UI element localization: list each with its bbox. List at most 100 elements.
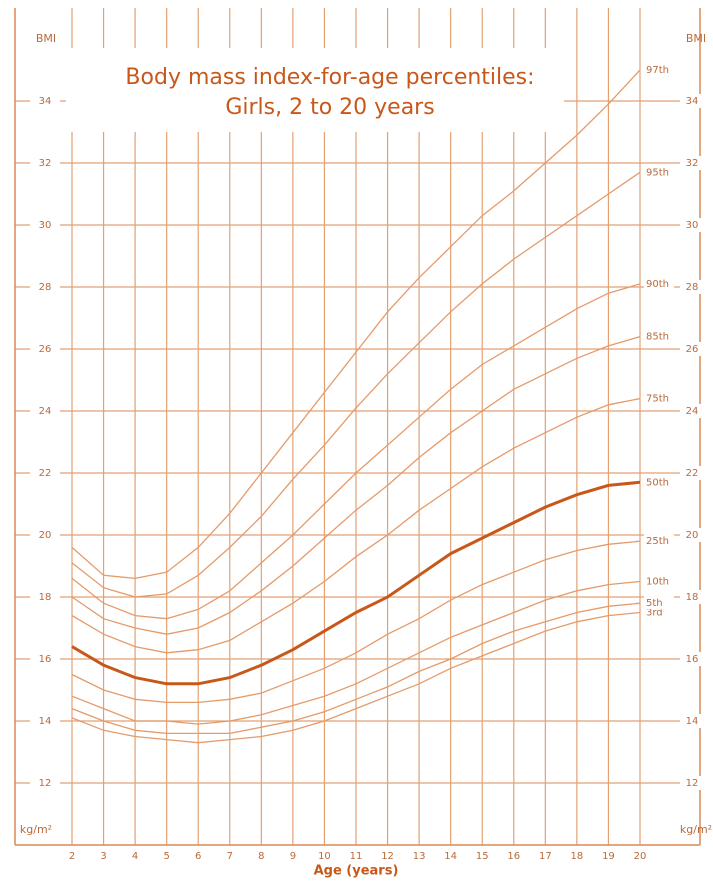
percentile-line: [71, 283, 641, 620]
series-label: 85th: [646, 332, 669, 343]
y-tick-label: 30: [39, 220, 52, 231]
tick-label-bg: [680, 466, 704, 480]
x-tick-label: 9: [290, 851, 296, 862]
percentile-line: [71, 69, 641, 580]
tick-label-bg: [680, 218, 704, 232]
x-tick-label: 13: [413, 851, 426, 862]
x-tick-label: 10: [318, 851, 331, 862]
y-axis-label: BMI: [36, 32, 56, 45]
y-unit-label-right: kg/m²: [680, 823, 712, 836]
x-tick-label: 14: [444, 851, 457, 862]
series-label-bg: [644, 165, 674, 179]
series-label-bg: [644, 63, 674, 76]
series-label: 3rd: [646, 608, 663, 619]
series-label: 50th: [646, 477, 669, 488]
tick-label-bg: [680, 156, 704, 170]
series-label-bg: [644, 391, 674, 405]
tick-label-bg: [30, 156, 60, 170]
y-tick-label-right: 22: [686, 468, 699, 479]
tick-label-bg: [680, 652, 704, 666]
y-tick-label: 28: [39, 282, 52, 293]
title-box: [66, 48, 564, 132]
y-tick-label-right: 32: [686, 158, 699, 169]
percentile-line: [71, 540, 641, 704]
y-axis-label-right: BMI: [686, 32, 706, 45]
series-label-bg: [644, 596, 674, 610]
series-label: 75th: [646, 394, 669, 405]
tick-label-bg: [680, 342, 704, 356]
tick-label-bg: [30, 590, 60, 604]
x-tick-label: 8: [258, 851, 264, 862]
x-tick-label: 2: [69, 851, 75, 862]
series-label: 95th: [646, 167, 669, 178]
series-label: 25th: [646, 536, 669, 547]
lines: [71, 69, 641, 744]
x-tick-label: 18: [571, 851, 584, 862]
percentile-line: [71, 580, 641, 725]
x-tick-label: 3: [100, 851, 106, 862]
y-tick-label: 12: [39, 778, 52, 789]
series-label-bg: [644, 276, 674, 290]
tick-label-bg: [30, 94, 60, 108]
y-tick-label: 20: [39, 530, 52, 541]
tick-label-bg: [680, 404, 704, 418]
x-tick-label: 11: [350, 851, 363, 862]
tick-label-bg: [680, 714, 704, 728]
tick-label-bg: [30, 280, 60, 294]
tick-label-bg: [30, 714, 60, 728]
series-label: 90th: [646, 279, 669, 290]
series-label-bg: [644, 534, 674, 548]
tick-label-bg: [680, 776, 704, 790]
x-tick-label: 15: [476, 851, 489, 862]
chart-title: Body mass index-for-age percentiles:: [125, 65, 534, 90]
y-tick-label: 16: [39, 654, 52, 665]
tick-label-bg: [30, 404, 60, 418]
x-tick-label: 6: [195, 851, 201, 862]
y-tick-label-right: 12: [686, 778, 699, 789]
y-tick-label-right: 16: [686, 654, 699, 665]
y-tick-label-right: 26: [686, 344, 699, 355]
y-tick-label: 18: [39, 592, 52, 603]
y-tick-label: 34: [39, 96, 52, 107]
x-tick-label: 4: [132, 851, 138, 862]
percentile-line: [71, 171, 641, 598]
tick-label-bg: [30, 342, 60, 356]
x-tick-label: 19: [602, 851, 615, 862]
series-label-bg: [644, 574, 674, 588]
y-tick-label-right: 30: [686, 220, 699, 231]
percentile-line: [71, 480, 641, 686]
x-tick-label: 7: [227, 851, 233, 862]
series-label: 5th: [646, 598, 663, 609]
x-tick-label: 12: [381, 851, 394, 862]
tick-label-bg: [30, 776, 60, 790]
tick-label-bg: [680, 528, 704, 542]
x-tick-label: 16: [507, 851, 520, 862]
tick-label-bg: [30, 528, 60, 542]
y-tick-label-right: 18: [686, 592, 699, 603]
y-tick-label: 26: [39, 344, 52, 355]
percentile-line: [71, 602, 641, 735]
series-label-bg: [644, 329, 674, 343]
y-tick-label-right: 24: [686, 406, 699, 417]
x-tick-label: 17: [539, 851, 552, 862]
y-tick-label: 24: [39, 406, 52, 417]
series-label-bg: [644, 475, 674, 489]
series-label: 10th: [646, 577, 669, 588]
chart-subtitle: Girls, 2 to 20 years: [225, 95, 434, 120]
tick-label-bg: [30, 652, 60, 666]
tick-label-bg: [680, 280, 704, 294]
y-unit-label: kg/m²: [20, 823, 52, 836]
tick-label-bg: [30, 218, 60, 232]
y-tick-label-right: 14: [686, 716, 699, 727]
percentile-line: [71, 611, 641, 744]
series-label: 97th: [646, 65, 669, 76]
y-tick-label: 22: [39, 468, 52, 479]
tick-label-bg: [680, 94, 704, 108]
y-tick-label-right: 20: [686, 530, 699, 541]
y-tick-label-right: 28: [686, 282, 699, 293]
y-tick-label: 14: [39, 716, 52, 727]
tick-label-bg: [30, 466, 60, 480]
x-tick-label: 5: [163, 851, 169, 862]
tick-label-bg: [680, 590, 704, 604]
